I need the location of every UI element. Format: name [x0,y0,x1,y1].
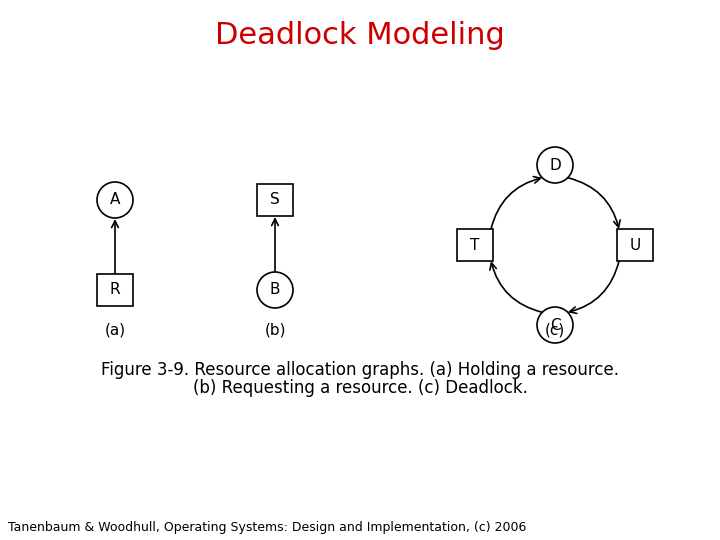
FancyArrowPatch shape [491,177,541,229]
Text: C: C [549,318,560,333]
Text: (b): (b) [264,322,286,338]
Text: D: D [549,158,561,172]
Bar [97,274,133,306]
Text: Tanenbaum & Woodhull, Operating Systems: Design and Implementation, (c) 2006: Tanenbaum & Woodhull, Operating Systems:… [8,521,526,534]
Bar [617,229,653,261]
Text: S: S [270,192,280,207]
Text: T: T [470,238,480,253]
Circle shape [257,272,293,308]
Circle shape [537,307,573,343]
Text: (a): (a) [104,322,125,338]
FancyArrowPatch shape [490,263,542,312]
Text: U: U [629,238,641,253]
Text: Deadlock Modeling: Deadlock Modeling [215,21,505,50]
Text: A: A [110,192,120,207]
Circle shape [97,182,133,218]
Text: (c): (c) [545,322,565,338]
Text: B: B [270,282,280,298]
Text: Figure 3-9. Resource allocation graphs. (a) Holding a resource.: Figure 3-9. Resource allocation graphs. … [101,361,619,379]
Bar [257,184,293,216]
FancyArrowPatch shape [570,261,619,313]
Text: (b) Requesting a resource. (c) Deadlock.: (b) Requesting a resource. (c) Deadlock. [192,379,528,397]
FancyArrowPatch shape [568,178,620,227]
Text: R: R [109,282,120,298]
Circle shape [537,147,573,183]
Bar [457,229,493,261]
